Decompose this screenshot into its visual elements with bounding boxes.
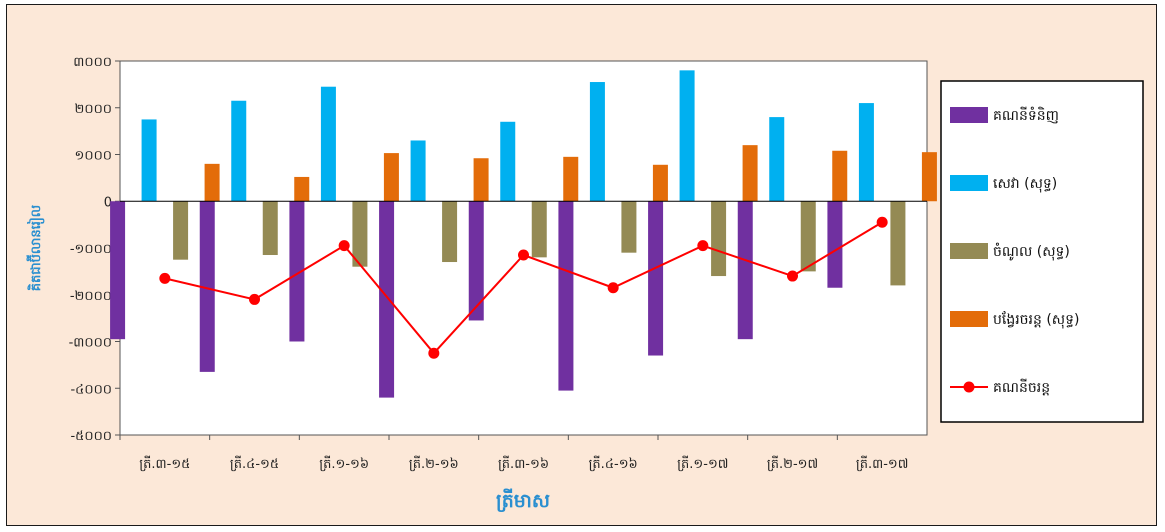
- y-tick-label: -១០០០: [70, 242, 112, 257]
- y-tick-label: -២០០០: [70, 289, 112, 304]
- bar: [473, 158, 489, 202]
- bar: [442, 201, 458, 263]
- x-tick-label: ត្រី.៤-១៥: [230, 455, 279, 472]
- legend: គណនីទំនិញសេវា (សុទ្ធ) ចំណូល (សុទ្ធ) បង្វែរ…: [950, 106, 1079, 396]
- bar: [110, 201, 126, 340]
- y-tick-label: -៤០០០: [70, 382, 112, 397]
- legend-swatch: [950, 175, 988, 191]
- legend-label: បង្វែរចរន្ត (សុទ្ធ): [993, 311, 1079, 329]
- bar: [141, 119, 157, 202]
- x-tick-label: ត្រី.១-១៦: [319, 455, 369, 472]
- plot-area: [119, 60, 928, 436]
- bar: [711, 201, 727, 277]
- bar: [800, 201, 816, 272]
- line-point: [338, 240, 350, 252]
- line-point: [787, 270, 798, 282]
- bar: [383, 153, 399, 202]
- x-tick-label: ត្រី.២-១៧: [767, 455, 818, 472]
- line-point: [249, 293, 260, 305]
- line-point: [518, 249, 529, 261]
- x-tick-label: ត្រី.៣-១៦: [498, 455, 549, 472]
- bar: [500, 121, 516, 202]
- bar: [352, 201, 368, 267]
- line-point: [876, 216, 888, 228]
- bar: [921, 152, 937, 202]
- bar: [294, 176, 310, 202]
- bar: [652, 164, 668, 202]
- bar: [320, 86, 336, 202]
- y-tick-label: -៣០០០: [69, 336, 112, 351]
- bar: [468, 201, 484, 321]
- line-series-group: [159, 216, 888, 359]
- x-axis-ticks: ត្រី.៣-១៥ ត្រី.៤-១៥ ត្រី.១-១៦ ត្រី.២-១៦ ត្រី…: [119, 435, 909, 472]
- y-tick-label: 0: [104, 195, 112, 210]
- y-tick-label: ១០០០: [75, 149, 112, 164]
- bar: [589, 82, 605, 202]
- bar: [531, 201, 547, 258]
- bar: [890, 201, 906, 286]
- bar: [262, 201, 278, 256]
- bar: [231, 100, 247, 202]
- line-point: [159, 272, 171, 284]
- x-tick-label: ត្រី.៤-១៦: [589, 455, 638, 472]
- bars-group: [110, 70, 937, 398]
- bar: [742, 145, 758, 202]
- legend-label: សេវា (សុទ្ធ): [993, 176, 1057, 193]
- bar: [858, 103, 874, 202]
- bar: [621, 201, 637, 253]
- x-tick-label: ត្រី.២-១៦: [409, 455, 459, 472]
- bar: [737, 201, 753, 340]
- y-tick-label: ២០០០: [75, 102, 112, 117]
- y-axis-label: គិតជាប៊ីលានរៀល: [26, 204, 45, 291]
- legend-marker: [963, 381, 975, 393]
- chart-frame: ៣០០០២០០០១០០០ 0 -១០០០ -២០០០ -៣០០០ -៤០០០ -៥០០០ ត…: [6, 4, 1157, 526]
- bar: [648, 201, 664, 356]
- x-tick-label: ត្រី.៣-១៥: [139, 455, 190, 472]
- legend-swatch: [950, 243, 988, 259]
- x-tick-label: ត្រី.១-១៧: [677, 455, 728, 472]
- x-tick-label: ត្រី.៣-១៧: [856, 455, 909, 472]
- legend-swatch: [950, 311, 988, 327]
- bar: [769, 117, 785, 202]
- bar: [558, 201, 574, 391]
- y-tick-label: ៣០០០: [73, 55, 112, 70]
- line-point: [697, 240, 709, 252]
- legend-label: គណនីចរន្ត: [993, 378, 1050, 396]
- legend-label: ចំណូល (សុទ្ធ): [993, 242, 1070, 261]
- bar: [410, 140, 426, 202]
- bar: [379, 201, 395, 398]
- bar: [832, 150, 848, 202]
- bar: [173, 201, 189, 260]
- bar: [289, 201, 305, 342]
- bar: [199, 201, 215, 372]
- bar: [204, 163, 220, 202]
- bar: [679, 70, 695, 202]
- line-point: [428, 347, 440, 359]
- x-axis-label: ត្រីមាស: [496, 488, 550, 512]
- bar: [827, 201, 843, 288]
- bar: [563, 156, 579, 202]
- legend-swatch: [950, 107, 988, 123]
- legend-label: គណនីទំនិញ: [993, 106, 1059, 124]
- line-point: [607, 282, 619, 294]
- y-tick-label: -៥០០០: [70, 429, 112, 444]
